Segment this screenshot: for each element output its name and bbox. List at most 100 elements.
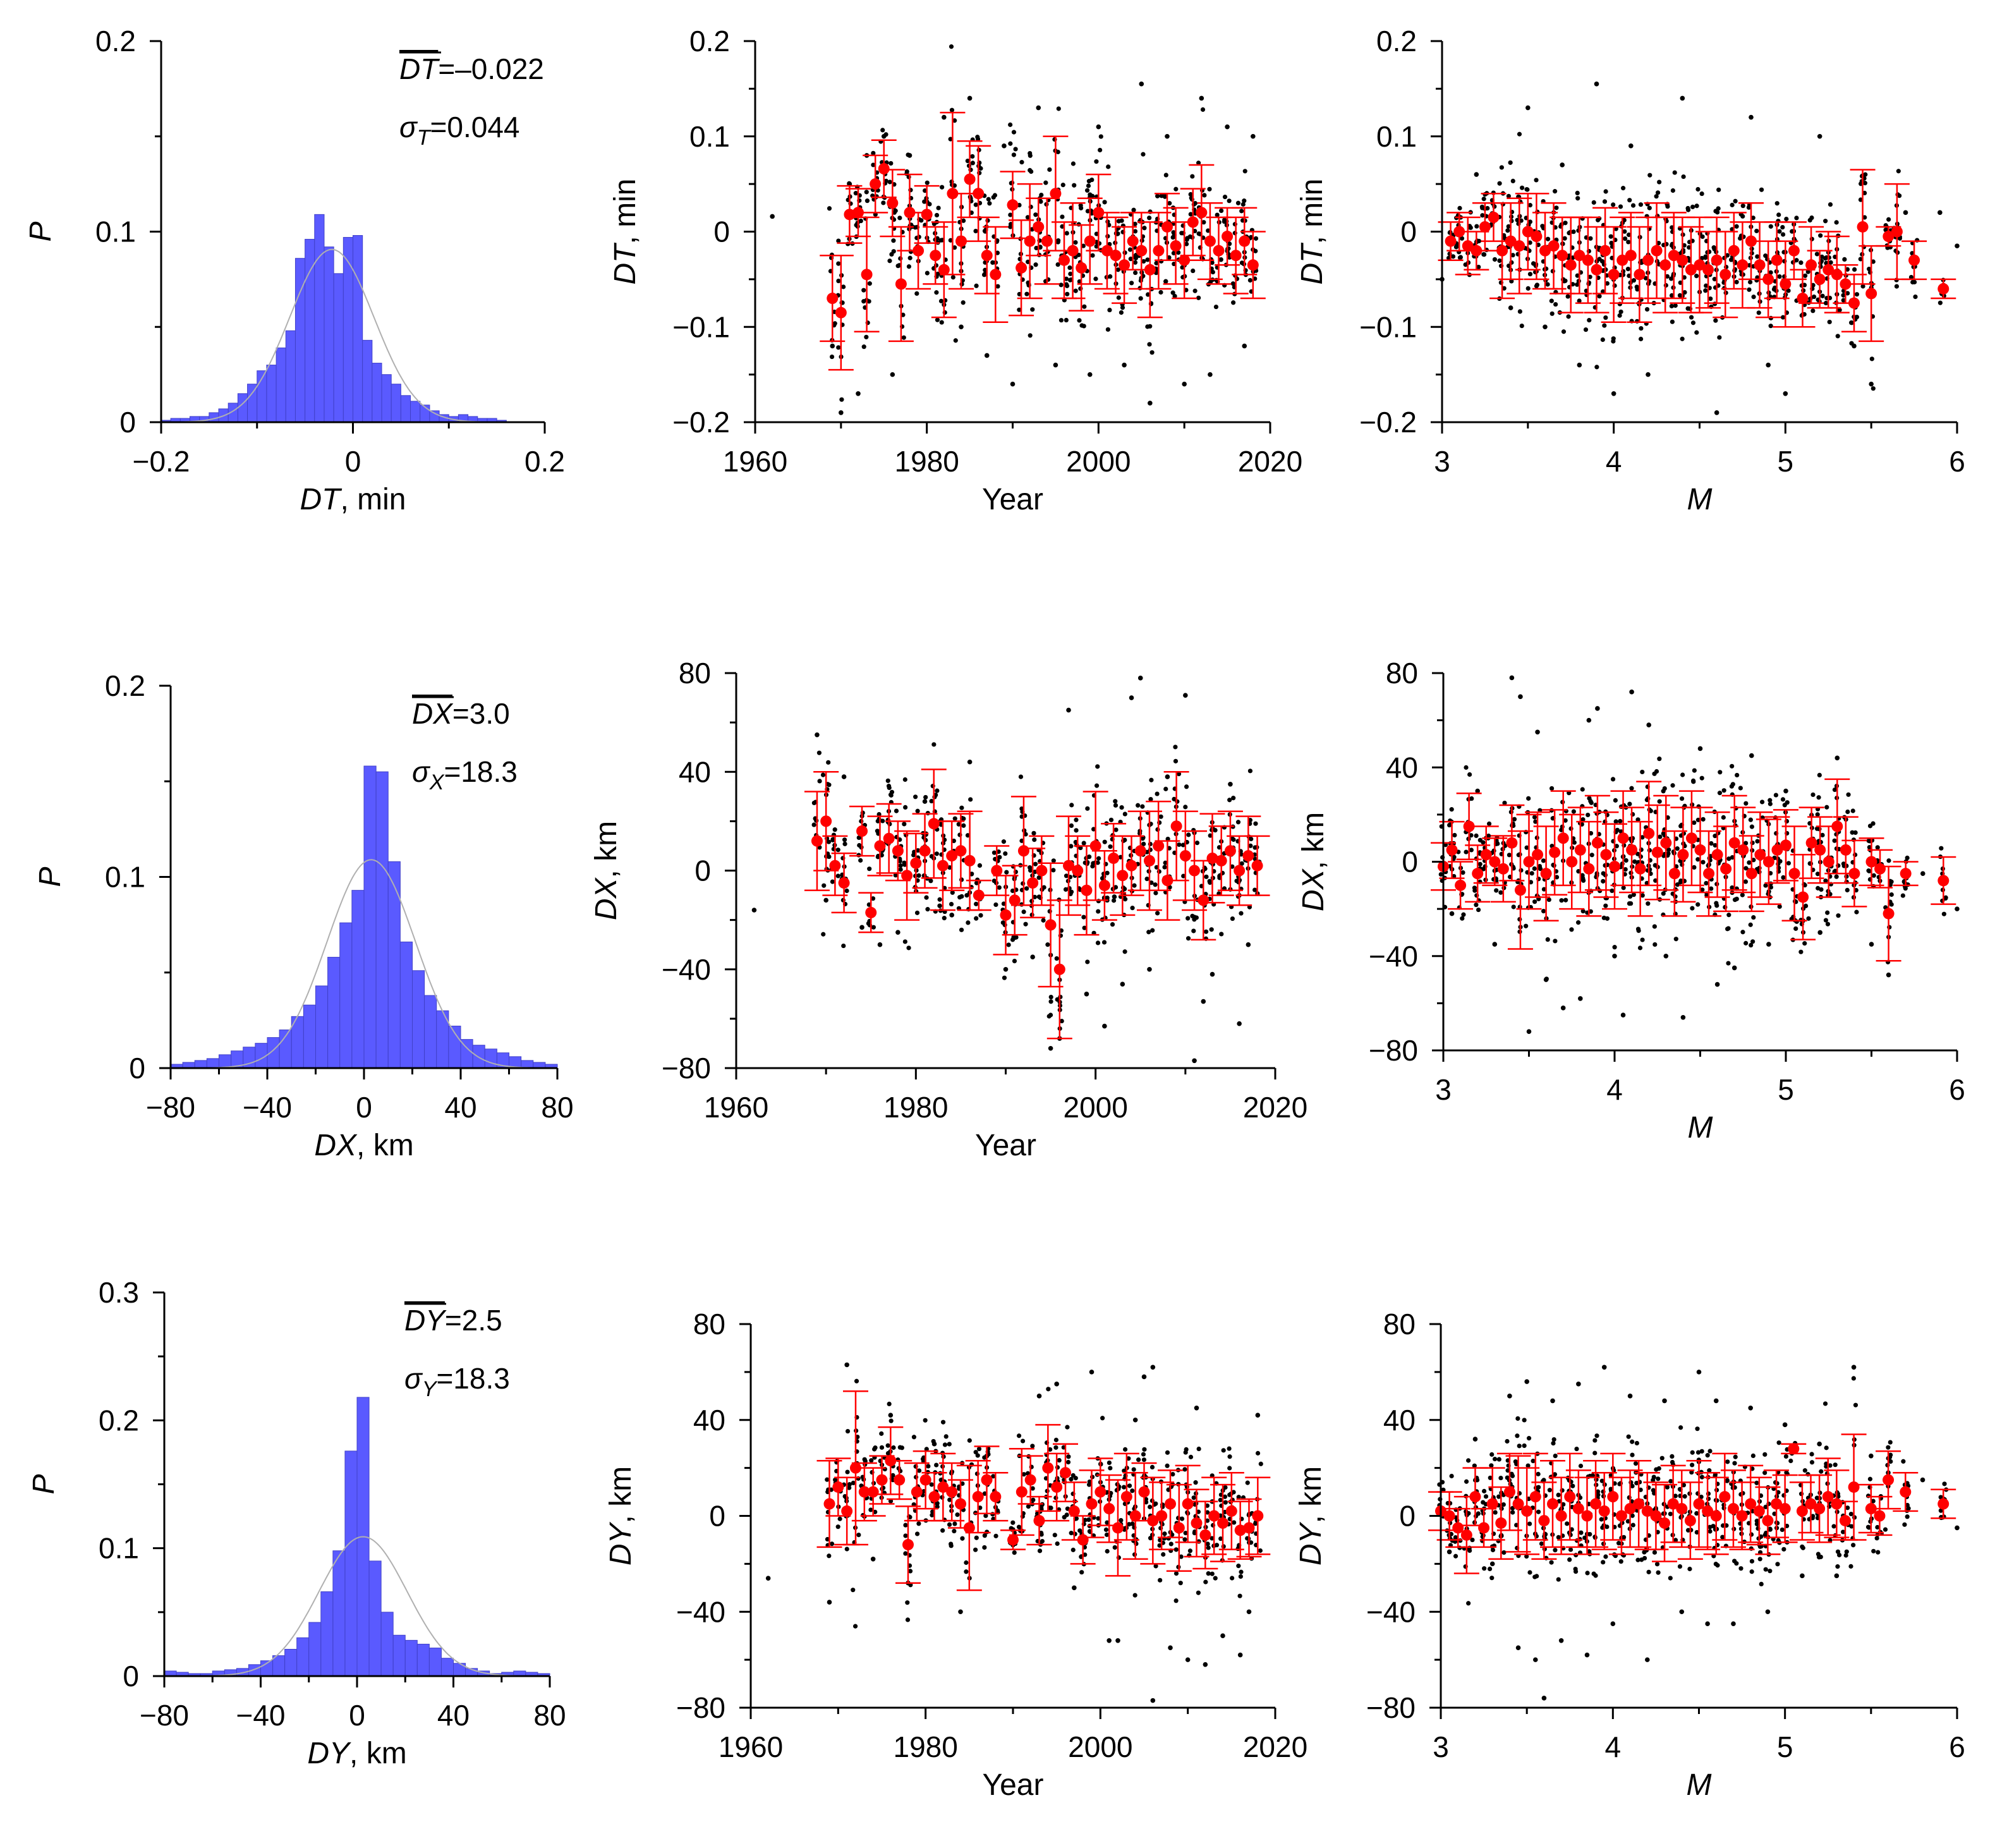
data-point bbox=[1161, 1552, 1166, 1557]
data-point bbox=[1006, 942, 1011, 947]
data-point bbox=[1603, 315, 1608, 320]
data-point bbox=[1740, 204, 1745, 209]
data-point bbox=[1102, 839, 1107, 844]
x-tick-label: 1960 bbox=[723, 445, 787, 478]
data-point bbox=[1070, 1547, 1076, 1552]
data-point bbox=[1817, 930, 1822, 935]
data-point bbox=[1019, 160, 1024, 165]
data-point bbox=[1227, 1492, 1232, 1497]
mean-point bbox=[1196, 207, 1208, 219]
data-point bbox=[1489, 1576, 1495, 1581]
x-tick-label: 0.2 bbox=[525, 445, 565, 478]
mean-point bbox=[1016, 262, 1028, 274]
data-point bbox=[885, 778, 890, 783]
data-point bbox=[898, 867, 903, 872]
mean-point bbox=[955, 845, 967, 857]
data-point bbox=[1611, 202, 1616, 207]
data-point bbox=[1201, 220, 1206, 225]
data-point bbox=[925, 271, 930, 276]
mean-point bbox=[1170, 820, 1182, 832]
data-point bbox=[1192, 915, 1197, 920]
data-point bbox=[1854, 909, 1859, 915]
histogram-bar bbox=[375, 771, 389, 1069]
histogram-bar bbox=[353, 235, 363, 423]
mean-point bbox=[1659, 259, 1671, 271]
data-point bbox=[1725, 253, 1730, 258]
data-point bbox=[1048, 994, 1053, 1000]
mean-point bbox=[1616, 254, 1628, 266]
data-point bbox=[1496, 1457, 1501, 1462]
data-point bbox=[1743, 866, 1749, 871]
axis-label-unit: , min bbox=[609, 179, 642, 245]
y-axis-label: P bbox=[27, 1474, 61, 1494]
mean-point bbox=[1213, 245, 1225, 257]
data-point bbox=[1848, 320, 1854, 325]
data-point bbox=[978, 166, 983, 171]
data-point bbox=[935, 271, 940, 276]
data-point bbox=[1593, 1573, 1598, 1578]
data-point bbox=[1187, 1548, 1193, 1553]
mean-point bbox=[1204, 235, 1216, 247]
data-point bbox=[1532, 866, 1537, 871]
data-point bbox=[1003, 851, 1008, 856]
data-point bbox=[1252, 887, 1258, 892]
data-point bbox=[1228, 781, 1233, 787]
histogram-bar bbox=[400, 395, 411, 423]
data-point bbox=[1553, 939, 1558, 944]
mean-point bbox=[1127, 235, 1139, 247]
data-point bbox=[1122, 837, 1127, 842]
data-point bbox=[1858, 197, 1864, 202]
data-point bbox=[888, 793, 894, 798]
data-point bbox=[1222, 1494, 1228, 1499]
data-point bbox=[1150, 1365, 1156, 1370]
data-point bbox=[922, 799, 928, 804]
data-point bbox=[1472, 885, 1477, 891]
data-point bbox=[907, 153, 913, 158]
data-point bbox=[1726, 926, 1731, 931]
data-point bbox=[1747, 287, 1752, 292]
mean-point bbox=[1685, 264, 1697, 276]
data-point bbox=[1077, 1528, 1082, 1533]
data-point bbox=[1183, 1531, 1188, 1536]
x-tick-label: 2000 bbox=[1063, 1091, 1127, 1124]
data-point bbox=[1805, 269, 1810, 274]
x-tick-label: 3 bbox=[1435, 1073, 1452, 1106]
data-point bbox=[1474, 1478, 1480, 1483]
data-point bbox=[982, 1533, 987, 1538]
data-point bbox=[820, 772, 826, 777]
data-point bbox=[978, 913, 983, 918]
data-point bbox=[1017, 307, 1022, 312]
data-point bbox=[1507, 853, 1512, 858]
data-point bbox=[1630, 1452, 1635, 1457]
data-point bbox=[1820, 832, 1825, 837]
mean-point bbox=[963, 1522, 975, 1534]
data-point bbox=[888, 1498, 894, 1504]
mean-point bbox=[1117, 870, 1129, 882]
mean-point bbox=[1771, 844, 1783, 856]
data-point bbox=[1937, 210, 1943, 216]
mean-point bbox=[1016, 1486, 1028, 1498]
data-point bbox=[1183, 693, 1188, 698]
mean-point bbox=[865, 906, 877, 918]
mean-point bbox=[1217, 1517, 1228, 1529]
data-point bbox=[1153, 891, 1158, 896]
data-point bbox=[1541, 858, 1546, 863]
data-point bbox=[1735, 772, 1740, 778]
data-point bbox=[1690, 204, 1695, 209]
mean-point bbox=[1120, 1491, 1132, 1503]
mean-point bbox=[990, 1491, 1002, 1503]
x-tick-label: 1980 bbox=[894, 445, 959, 478]
data-point bbox=[1517, 309, 1522, 314]
data-point bbox=[967, 759, 973, 765]
data-point bbox=[1030, 954, 1035, 960]
mean-point bbox=[1505, 235, 1517, 247]
mean-point bbox=[1556, 250, 1568, 262]
data-point bbox=[1863, 172, 1868, 177]
data-point bbox=[1048, 999, 1053, 1004]
data-point bbox=[1070, 1473, 1076, 1478]
data-point bbox=[1612, 953, 1617, 959]
data-point bbox=[1087, 854, 1092, 860]
mean-point bbox=[1251, 860, 1263, 872]
